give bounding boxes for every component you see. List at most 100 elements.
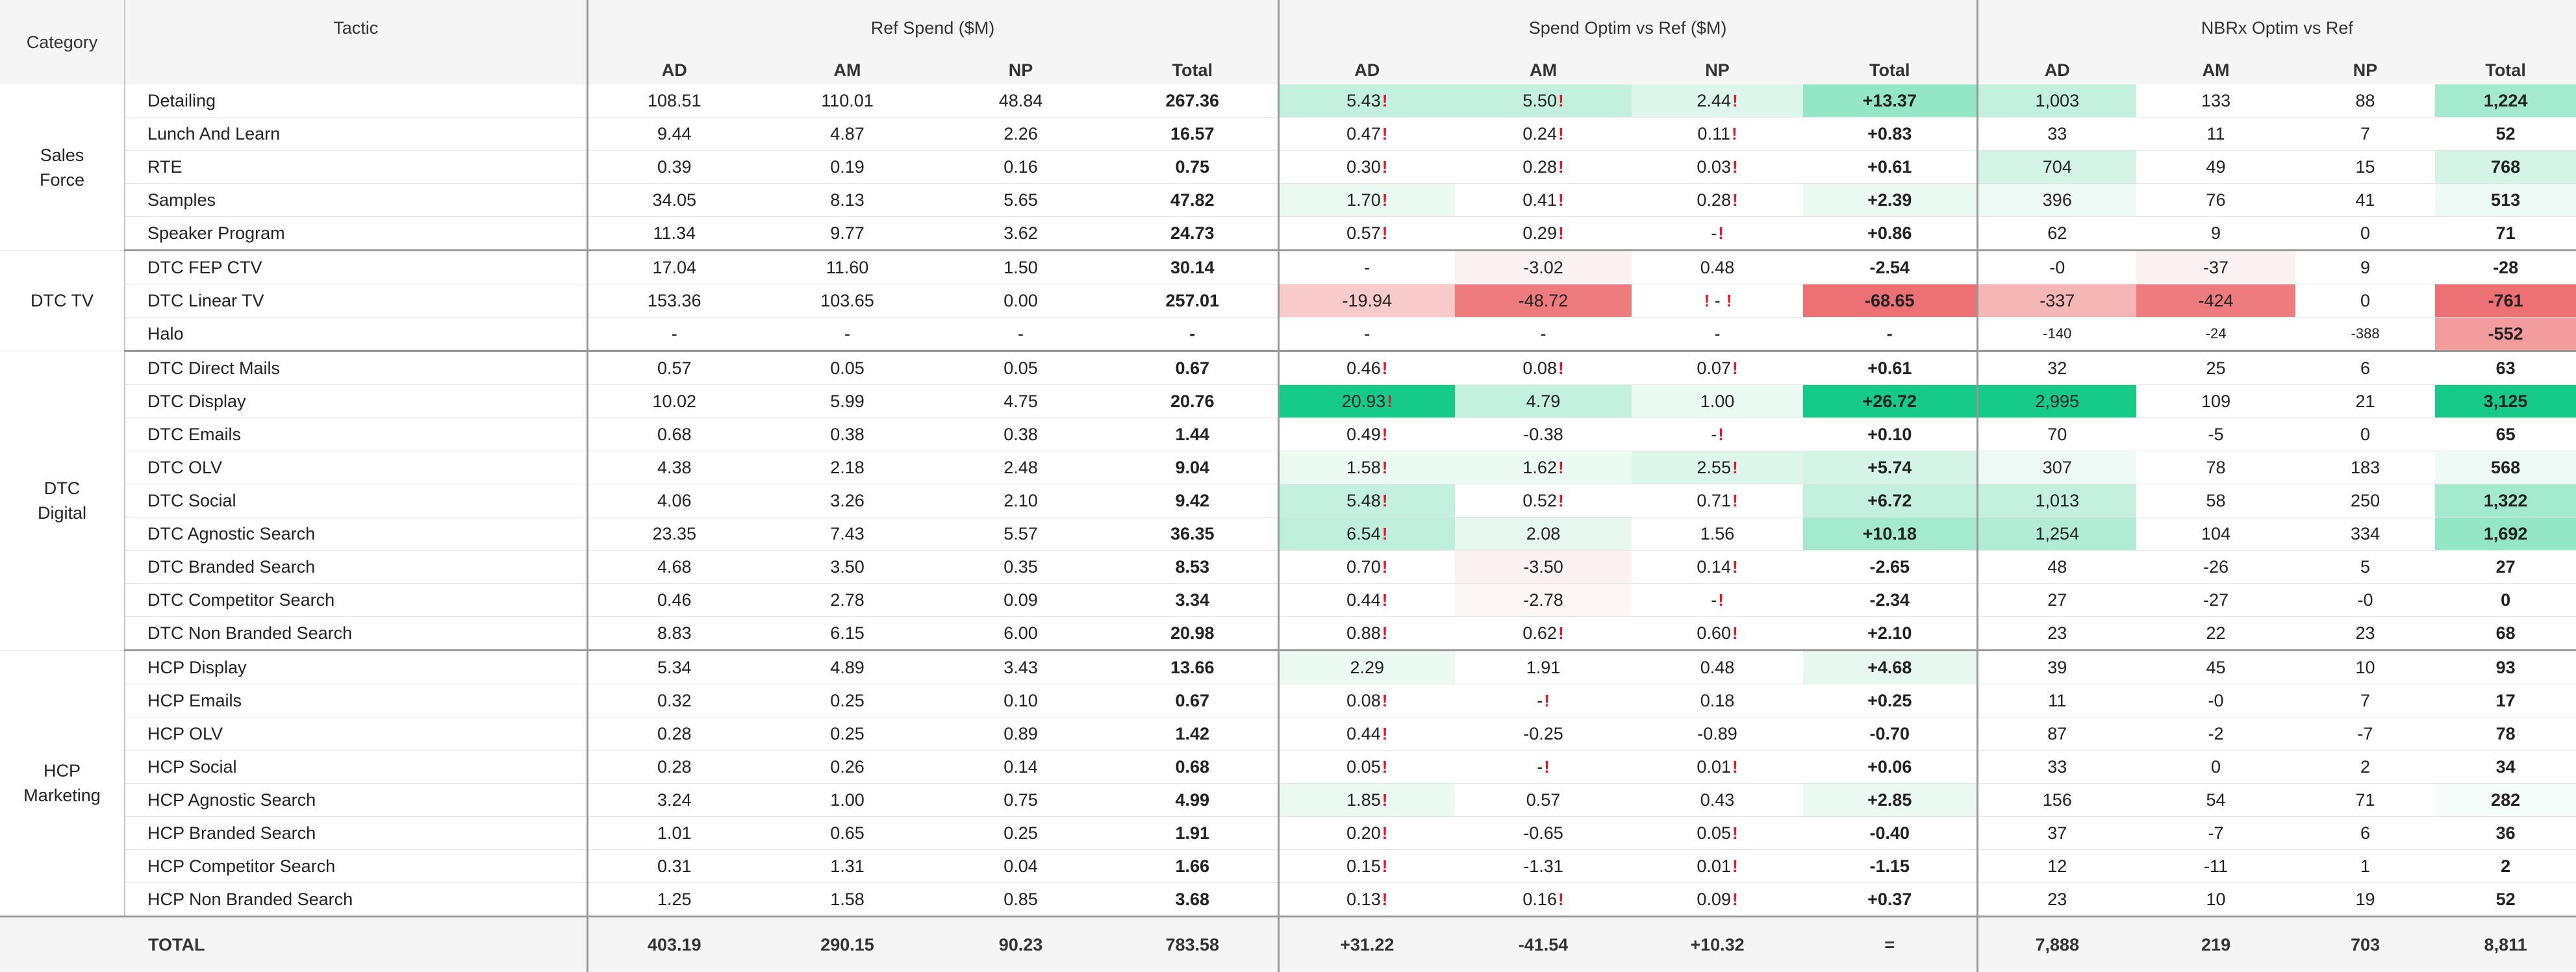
- tactic-cell[interactable]: HCP Non Branded Search: [125, 883, 587, 917]
- nbrx-ad-cell: 33: [1977, 751, 2136, 784]
- spend-ad-cell: 1.58!: [1278, 451, 1455, 484]
- spend-value: 0.07: [1697, 358, 1731, 378]
- nbrx-am-cell: -11: [2136, 850, 2295, 883]
- spend-value: +2.85: [1867, 790, 1912, 810]
- tactic-cell[interactable]: Speaker Program: [125, 217, 587, 251]
- ref-np-cell: 5.65: [934, 184, 1107, 217]
- spend-np-cell: 0.05!: [1632, 817, 1803, 850]
- spend-value: 1.85: [1346, 790, 1381, 810]
- tactic-cell[interactable]: DTC Direct Mails: [125, 351, 587, 385]
- spend-value: -: [1364, 324, 1370, 343]
- header-nbrx-ad[interactable]: AD: [1977, 56, 2136, 84]
- tactic-cell[interactable]: DTC Linear TV: [125, 284, 587, 318]
- tactic-cell[interactable]: DTC Non Branded Search: [125, 617, 587, 651]
- constraint-alert-icon: !: [1718, 223, 1724, 243]
- spend-np-cell: 0.14!: [1632, 551, 1803, 584]
- tactic-cell[interactable]: DTC Social: [125, 484, 587, 517]
- nbrx-np-cell: 21: [2295, 385, 2435, 418]
- spend-value: 0.57: [1526, 790, 1561, 810]
- tactic-cell[interactable]: HCP Competitor Search: [125, 850, 587, 883]
- tactic-cell[interactable]: HCP Social: [125, 751, 587, 784]
- spend-value: -0.70: [1870, 724, 1910, 743]
- tactic-cell[interactable]: Samples: [125, 184, 587, 217]
- category-label: DTC TV: [31, 291, 94, 310]
- header-tactic[interactable]: Tactic: [125, 0, 587, 56]
- spend-ad-cell: 0.13!: [1278, 883, 1455, 917]
- header-spend-optim[interactable]: Spend Optim vs Ref ($M): [1278, 0, 1977, 56]
- spend-np-cell: 0.48: [1632, 651, 1803, 684]
- spend-total-cell: +0.61: [1803, 351, 1977, 385]
- header-ref-spend[interactable]: Ref Spend ($M): [587, 0, 1278, 56]
- ref-ad-cell: 4.68: [587, 551, 761, 584]
- spend-total-cell: +0.06: [1803, 751, 1977, 784]
- spend-np-cell: -: [1632, 318, 1803, 351]
- nbrx-total-cell: 568: [2435, 451, 2576, 484]
- constraint-alert-icon: !: [1732, 823, 1738, 843]
- spend-value: +0.10: [1867, 425, 1912, 444]
- header-spend-am[interactable]: AM: [1455, 56, 1632, 84]
- ref-am-cell: 11.60: [761, 251, 934, 284]
- tactic-cell[interactable]: DTC OLV: [125, 451, 587, 484]
- tactic-cell[interactable]: HCP Branded Search: [125, 817, 587, 850]
- tactic-cell[interactable]: Detailing: [125, 84, 587, 118]
- tactic-cell[interactable]: DTC Emails: [125, 418, 587, 451]
- nbrx-total-cell: 52: [2435, 883, 2576, 917]
- category-cell: DTC TV: [0, 251, 125, 351]
- tactic-cell[interactable]: HCP Display: [125, 651, 587, 684]
- header-spend-ad[interactable]: AD: [1278, 56, 1455, 84]
- tactic-cell[interactable]: Halo: [125, 318, 587, 351]
- tactic-cell[interactable]: DTC Agnostic Search: [125, 517, 587, 551]
- ref-ad-cell: 8.83: [587, 617, 761, 651]
- header-nbrx-optim[interactable]: NBRx Optim vs Ref: [1977, 0, 2576, 56]
- constraint-alert-icon: !: [1382, 557, 1388, 577]
- tactic-cell[interactable]: Lunch And Learn: [125, 118, 587, 151]
- tactic-cell[interactable]: HCP Emails: [125, 684, 587, 717]
- header-ref-ad[interactable]: AD: [587, 56, 761, 84]
- spend-value: 0.30: [1346, 157, 1381, 177]
- nbrx-am-cell: 76: [2136, 184, 2295, 217]
- spend-total-cell: -2.34: [1803, 584, 1977, 617]
- header-spend-total[interactable]: Total: [1803, 56, 1977, 84]
- ref-total-cell: 267.36: [1107, 84, 1278, 118]
- ref-am-cell: 2.18: [761, 451, 934, 484]
- nbrx-np-cell: 15: [2295, 151, 2435, 184]
- tactic-cell[interactable]: DTC Display: [125, 385, 587, 418]
- nbrx-total-cell: 1,224: [2435, 84, 2576, 118]
- nbrx-ad-cell: -337: [1977, 284, 2136, 318]
- header-ref-np[interactable]: NP: [934, 56, 1107, 84]
- ref-total-cell: 0.67: [1107, 684, 1278, 717]
- header-nbrx-np[interactable]: NP: [2295, 56, 2435, 84]
- header-category[interactable]: Category: [0, 0, 125, 84]
- spend-np-cell: 0.09!: [1632, 883, 1803, 917]
- nbrx-am-cell: 78: [2136, 451, 2295, 484]
- header-ref-am[interactable]: AM: [761, 56, 934, 84]
- header-ref-total[interactable]: Total: [1107, 56, 1278, 84]
- header-spend-np[interactable]: NP: [1632, 56, 1803, 84]
- spend-value: -: [1364, 258, 1370, 277]
- spend-value: 0.41: [1522, 190, 1557, 210]
- constraint-alert-icon: !: [1382, 856, 1388, 876]
- tactic-cell[interactable]: DTC Branded Search: [125, 551, 587, 584]
- tactic-cell[interactable]: HCP OLV: [125, 717, 587, 751]
- spend-value: 0.08: [1522, 358, 1557, 378]
- nbrx-total-cell: 0: [2435, 584, 2576, 617]
- ref-ad-cell: 34.05: [587, 184, 761, 217]
- header-nbrx-am[interactable]: AM: [2136, 56, 2295, 84]
- nbrx-am-cell: 109: [2136, 385, 2295, 418]
- ref-np-cell: 0.75: [934, 784, 1107, 817]
- tactic-cell[interactable]: HCP Agnostic Search: [125, 784, 587, 817]
- ref-am-cell: 0.19: [761, 151, 934, 184]
- spend-value: 0.48: [1700, 658, 1735, 677]
- nbrx-am-cell: 9: [2136, 217, 2295, 251]
- ref-np-cell: 2.48: [934, 451, 1107, 484]
- spend-np-cell: 0.03!: [1632, 151, 1803, 184]
- tactic-cell[interactable]: RTE: [125, 151, 587, 184]
- tactic-cell[interactable]: DTC Competitor Search: [125, 584, 587, 617]
- nbrx-total-cell: 34: [2435, 751, 2576, 784]
- spend-value: -0.38: [1523, 425, 1563, 444]
- total-spend-ad: +31.22: [1278, 917, 1455, 972]
- tactic-cell[interactable]: DTC FEP CTV: [125, 251, 587, 284]
- header-nbrx-total[interactable]: Total: [2435, 56, 2576, 84]
- spend-value: 0.70: [1346, 557, 1381, 577]
- nbrx-total-cell: 36: [2435, 817, 2576, 850]
